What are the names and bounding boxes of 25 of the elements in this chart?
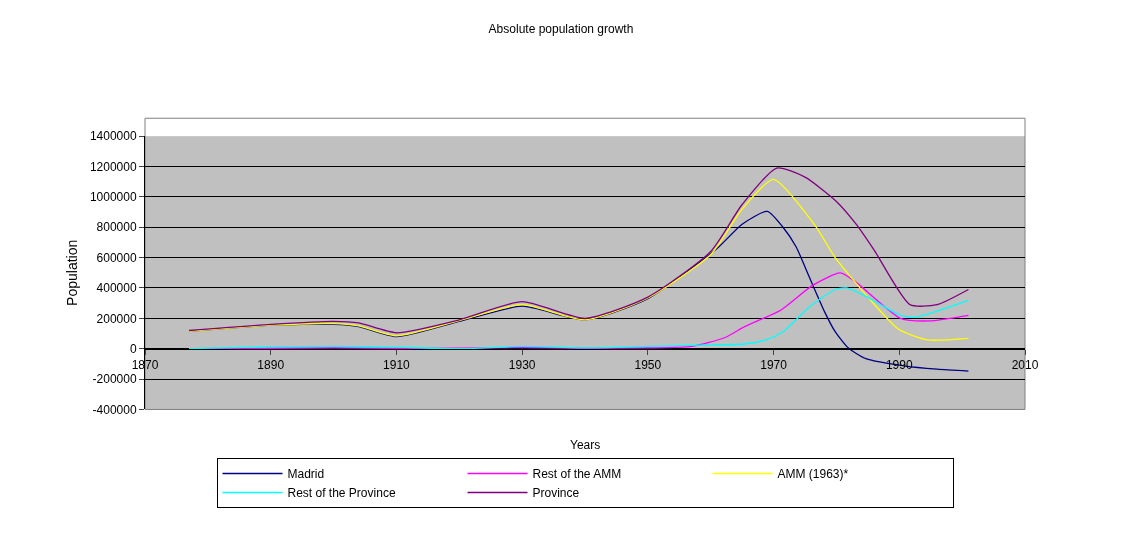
y-tick-label: 1400000 (89, 129, 137, 144)
legend-label: Rest of the Province (287, 486, 396, 501)
x-axis-title: Years (570, 438, 601, 452)
legend-label: Province (532, 486, 580, 501)
y-tick-label: 800000 (96, 220, 137, 235)
legend-label: Rest of the AMM (532, 467, 622, 482)
line-series (188, 287, 970, 350)
y-tick-label: 1000000 (89, 190, 137, 205)
y-tick-label: -400000 (92, 402, 137, 417)
y-tick-label: 0 (129, 341, 137, 356)
y-tick-label: 400000 (96, 281, 137, 296)
chart-title: Absolute population growth (488, 22, 634, 37)
y-tick-label: -200000 (92, 372, 137, 387)
y-tick-label: 600000 (96, 250, 137, 265)
x-tick-label: 1950 (634, 358, 662, 373)
y-tick-label: 1200000 (89, 159, 137, 174)
y-axis-title: Population (64, 239, 81, 306)
x-tick-label: 1930 (508, 358, 536, 373)
x-tick-label: 1890 (257, 358, 285, 373)
legend-label: Madrid (287, 467, 325, 482)
y-tick-label: 200000 (96, 311, 137, 326)
legend-label: AMM (1963)* (777, 467, 849, 482)
x-tick-label: 1910 (383, 358, 411, 373)
x-tick-label: 1970 (760, 358, 788, 373)
x-tick-label: 2010 (1011, 358, 1039, 373)
